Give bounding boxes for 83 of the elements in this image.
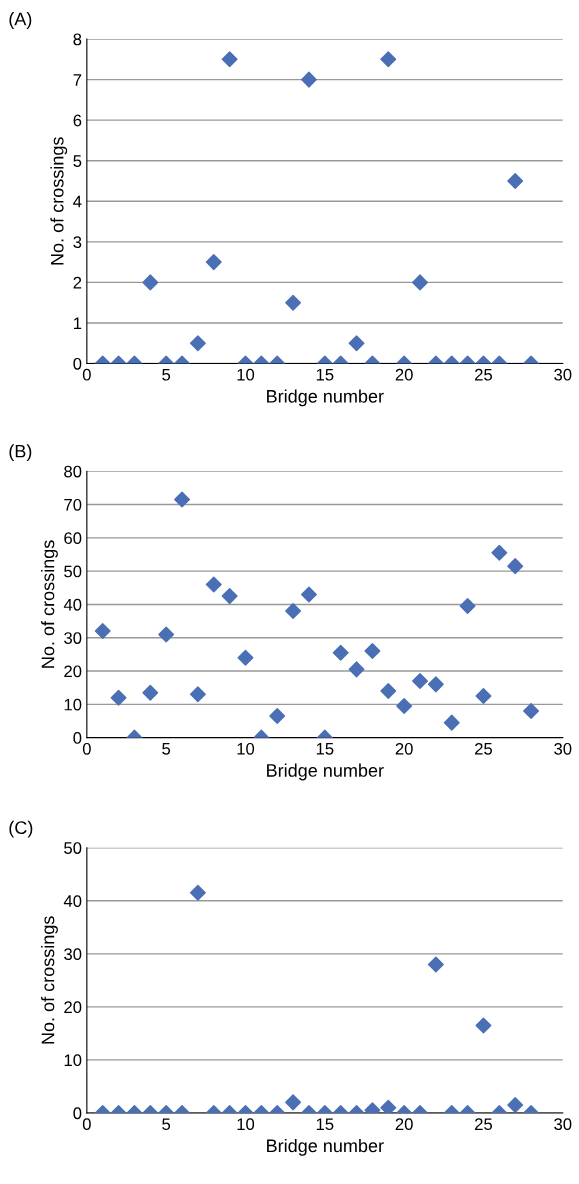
point [412, 673, 428, 690]
x-tick-label: 30 [554, 742, 572, 755]
y-tick-label: 5 [73, 155, 82, 167]
y-axis-title: No. of crossings [50, 137, 68, 265]
point [427, 676, 444, 693]
point [205, 576, 222, 593]
point [523, 703, 540, 719]
x-tick-label: 30 [554, 1118, 572, 1131]
point [507, 558, 524, 575]
x-tick-label: 20 [395, 368, 413, 381]
x-tick-label: 15 [316, 368, 334, 381]
x-tick-label: 10 [237, 1118, 255, 1131]
y-tick-label: 3 [73, 236, 82, 249]
point [158, 626, 175, 643]
point [221, 51, 238, 68]
y-tick-label: 10 [64, 1054, 82, 1067]
point [300, 586, 317, 603]
y-tick-label: 80 [64, 465, 82, 478]
x-tick-label: 15 [316, 743, 334, 755]
point [269, 708, 286, 724]
point [174, 491, 191, 508]
y-tick-label: 30 [64, 948, 82, 961]
x-axis-title: Bridge number [267, 763, 384, 781]
y-tick-label: 1 [73, 317, 82, 329]
x-tick-label: 30 [554, 368, 572, 381]
point [348, 661, 365, 678]
y-tick-label: 20 [64, 665, 82, 678]
x-tick-label: 5 [162, 743, 171, 755]
point [332, 644, 349, 661]
x-tick-label: 25 [475, 742, 493, 755]
y-tick-label: 7 [73, 74, 82, 86]
x-tick-label: 20 [395, 742, 413, 755]
y-tick-label: 10 [64, 698, 82, 711]
point [237, 649, 254, 666]
point [221, 588, 238, 605]
x-axis-title: Bridge number [267, 389, 384, 407]
y-tick-label: 40 [63, 598, 82, 611]
x-tick-label: 0 [82, 742, 91, 755]
y-tick-label: 0 [73, 1107, 82, 1120]
y-tick-label: 2 [73, 276, 82, 289]
y-tick-label: 50 [64, 842, 82, 854]
point [110, 689, 127, 706]
x-tick-label: 15 [316, 1118, 334, 1131]
y-tick-label: 0 [73, 732, 82, 744]
y-tick-label: 30 [64, 632, 82, 644]
point [491, 544, 508, 561]
point [142, 684, 159, 701]
y-tick-label: 60 [64, 532, 82, 545]
point [380, 683, 397, 699]
x-tick-label: 5 [162, 368, 171, 381]
y-tick-label: 20 [64, 1001, 82, 1014]
x-tick-label: 10 [237, 742, 255, 755]
x-axis-title: Bridge number [267, 1138, 384, 1156]
y-tick-label: 70 [64, 498, 82, 511]
y-axis-title: No. of crossings [41, 540, 58, 668]
point [285, 603, 302, 620]
x-tick-label: 20 [395, 1118, 413, 1131]
point [300, 71, 317, 88]
x-tick-label: 5 [162, 1118, 171, 1131]
point [189, 686, 206, 703]
point [94, 623, 111, 640]
y-tick-label: 50 [64, 565, 82, 578]
y-tick-label: 8 [73, 33, 82, 46]
x-tick-label: 10 [237, 368, 255, 381]
y-tick-label: 4 [73, 195, 82, 208]
point [475, 688, 492, 704]
point [364, 643, 381, 660]
point [443, 714, 460, 731]
point [507, 173, 524, 189]
chart-title: (C) [9, 820, 33, 838]
x-tick-label: 25 [475, 1118, 493, 1131]
point [396, 698, 413, 714]
point [380, 51, 397, 68]
x-tick-label: 0 [82, 368, 91, 381]
chart-title: (B) [9, 444, 32, 462]
y-tick-label: 0 [73, 357, 82, 370]
chart-title: (A) [9, 12, 32, 29]
x-tick-label: 25 [475, 368, 493, 381]
point [459, 598, 476, 615]
y-axis-title: No. of crossings [41, 916, 58, 1044]
y-tick-label: 40 [63, 895, 82, 907]
y-tick-label: 6 [73, 114, 82, 127]
x-tick-label: 0 [82, 1118, 91, 1131]
